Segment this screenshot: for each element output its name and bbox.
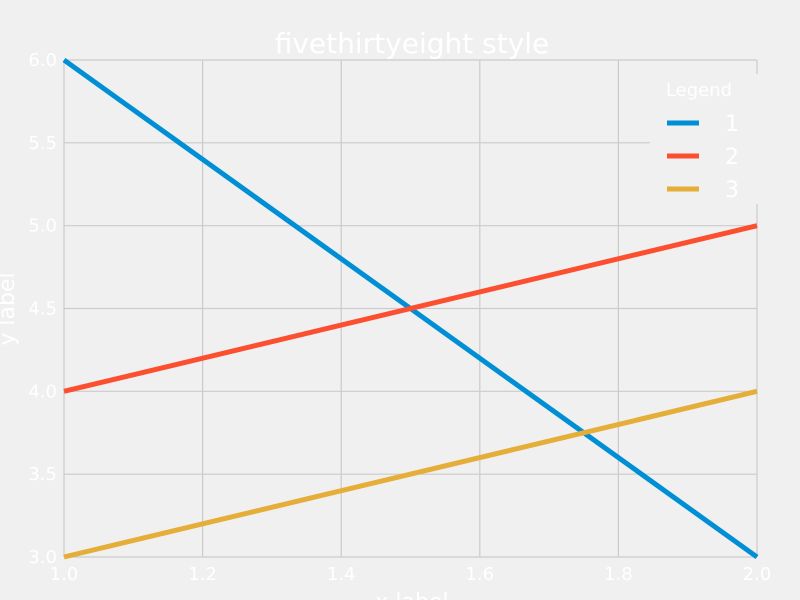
x-tick-label: 1.0: [50, 564, 79, 585]
series-line-3: [63, 388, 758, 560]
x-tick-label: 1.8: [604, 564, 633, 585]
series-line-2: [63, 223, 758, 394]
legend-title: Legend: [666, 80, 732, 101]
chart-title: fivethirtyeight style: [275, 27, 550, 60]
y-tick-label: 3.0: [28, 547, 57, 568]
y-tick-label: 4.0: [28, 381, 57, 402]
x-tick-label: 2.0: [743, 564, 772, 585]
y-tick-label: 6.0: [28, 50, 57, 71]
legend-label-1: 1: [725, 112, 739, 137]
legend: Legend 1 2 3: [650, 74, 758, 204]
legend-label-3: 3: [725, 178, 739, 203]
y-tick-label: 4.5: [28, 299, 57, 320]
x-axis-label: x label: [375, 590, 448, 600]
x-tick-label: 1.2: [188, 564, 217, 585]
legend-entries: 1 2 3: [667, 112, 739, 203]
series-lines: [62, 57, 759, 560]
legend-label-2: 2: [725, 145, 739, 170]
x-tick-label: 1.6: [465, 564, 494, 585]
tick-labels: 1.0 1.2 1.4 1.6 1.8 2.0 3.0 3.5 4.0 4.5 5.0 5.5 6.0: [28, 50, 771, 585]
y-tick-label: 5.5: [28, 133, 57, 154]
legend-box: [650, 74, 758, 204]
x-tick-label: 1.4: [327, 564, 356, 585]
y-tick-label: 5.0: [28, 216, 57, 237]
y-axis-label: y label: [0, 272, 20, 345]
y-tick-label: 3.5: [28, 464, 57, 485]
